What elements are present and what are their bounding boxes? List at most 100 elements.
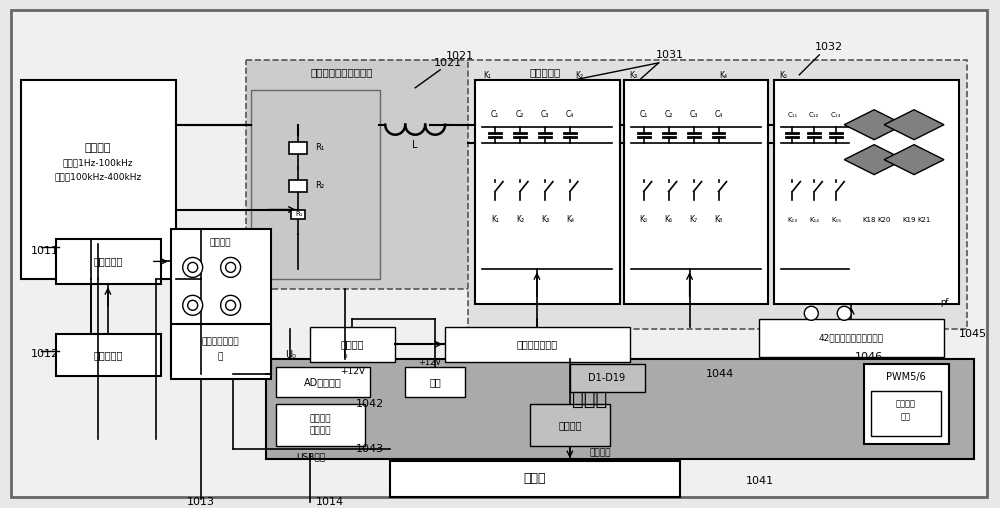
Text: 上位机: 上位机 [524,472,546,486]
Text: pf: pf [941,298,949,307]
Text: 1012: 1012 [31,349,59,359]
Text: 1014: 1014 [316,497,344,507]
Bar [774,80,959,304]
Circle shape [226,300,236,310]
Text: C₄: C₄ [714,110,723,119]
Text: 1013: 1013 [187,497,215,507]
Polygon shape [884,145,944,175]
Text: C₃: C₃ [689,110,698,119]
Text: C₁₁: C₁₁ [787,112,797,118]
Text: D1-D19: D1-D19 [588,373,625,383]
Text: 高频：100kHz-400kHz: 高频：100kHz-400kHz [54,172,142,181]
Bar [21,80,176,279]
Text: C₄: C₄ [566,110,574,119]
Bar [289,142,307,153]
Bar [530,404,610,446]
Text: 大功率直流电流: 大功率直流电流 [202,338,239,347]
Text: 通信模块: 通信模块 [558,420,582,430]
Text: K₅: K₅ [640,215,648,224]
Text: 1046: 1046 [855,352,883,362]
Bar [289,180,307,192]
Text: 功率放大器: 功率放大器 [93,257,123,266]
Text: C₂: C₂ [516,110,524,119]
Text: C₁₂: C₁₂ [809,112,819,118]
Text: U₀: U₀ [285,350,296,360]
Text: 1031: 1031 [656,50,684,60]
Text: 可变电容区: 可变电容区 [530,67,561,77]
Text: 电路: 电路 [901,412,911,422]
Text: K₄: K₄ [566,215,574,224]
Text: C₁: C₁ [491,110,499,119]
Text: 继电器驱动模块: 继电器驱动模块 [516,339,557,349]
Bar [390,461,680,497]
Bar [56,334,161,376]
Bar [276,367,370,397]
Bar [266,359,974,459]
Text: K19: K19 [902,216,916,223]
Text: 1045: 1045 [959,329,987,339]
Text: K₇: K₇ [690,215,698,224]
Polygon shape [844,110,904,140]
Text: 1044: 1044 [705,369,734,379]
Text: 移相全桥: 移相全桥 [310,415,331,424]
Text: 串口通信: 串口通信 [589,449,611,458]
Text: L: L [412,140,418,150]
Text: K₁: K₁ [483,71,491,80]
Text: K21: K21 [917,216,931,223]
Text: 源: 源 [218,353,223,362]
Circle shape [183,295,203,315]
Bar [171,230,271,374]
Circle shape [226,263,236,272]
Bar [624,80,768,304]
Circle shape [804,306,818,320]
Bar [171,324,271,379]
Text: R₁: R₁ [296,210,303,216]
Text: 开关电源: 开关电源 [341,339,364,349]
Bar [291,209,305,218]
Bar [864,364,949,444]
Text: C₁: C₁ [640,110,648,119]
Text: 低频：1Hz-100kHz: 低频：1Hz-100kHz [63,158,133,167]
Text: USB通信: USB通信 [296,453,325,461]
Text: 主控板: 主控板 [572,390,607,408]
Text: K₂: K₂ [516,215,524,224]
Text: 交流电源: 交流电源 [85,143,111,153]
Text: 1021: 1021 [446,51,474,61]
Text: 移相全桥: 移相全桥 [210,238,231,247]
Text: 电源: 电源 [429,377,441,387]
Text: 1032: 1032 [815,42,843,52]
Text: K₁₅: K₁₅ [831,216,841,223]
Circle shape [837,306,851,320]
Polygon shape [844,145,904,175]
Bar [759,319,944,357]
Circle shape [188,263,198,272]
Text: C₂: C₂ [664,110,673,119]
Text: K₁₄: K₁₄ [809,216,819,223]
Bar [570,364,645,392]
Text: K₁: K₁ [491,215,499,224]
Text: K₈: K₈ [714,215,723,224]
Text: 42步进电机集成驱动模块: 42步进电机集成驱动模块 [819,334,884,343]
Text: K₃: K₃ [630,71,638,80]
Text: 1011: 1011 [31,246,59,257]
Text: 1043: 1043 [356,444,384,454]
Text: 1021: 1021 [434,58,462,68]
Text: K₃: K₃ [541,215,549,224]
Text: C₃: C₃ [541,110,549,119]
Bar [871,391,941,436]
Bar [405,367,465,397]
Text: C₁₃: C₁₃ [831,112,841,118]
Text: K₆: K₆ [665,215,673,224]
Bar [246,60,470,290]
Text: PWM5/6: PWM5/6 [886,372,926,382]
Circle shape [188,300,198,310]
Polygon shape [884,110,944,140]
Text: K₄: K₄ [720,71,728,80]
Text: 1041: 1041 [745,476,773,486]
Text: 驱动模块: 驱动模块 [310,427,331,435]
Text: K₅: K₅ [779,71,787,80]
Circle shape [221,258,241,277]
Text: K18: K18 [862,216,876,223]
Bar [56,239,161,284]
Bar [475,80,620,304]
